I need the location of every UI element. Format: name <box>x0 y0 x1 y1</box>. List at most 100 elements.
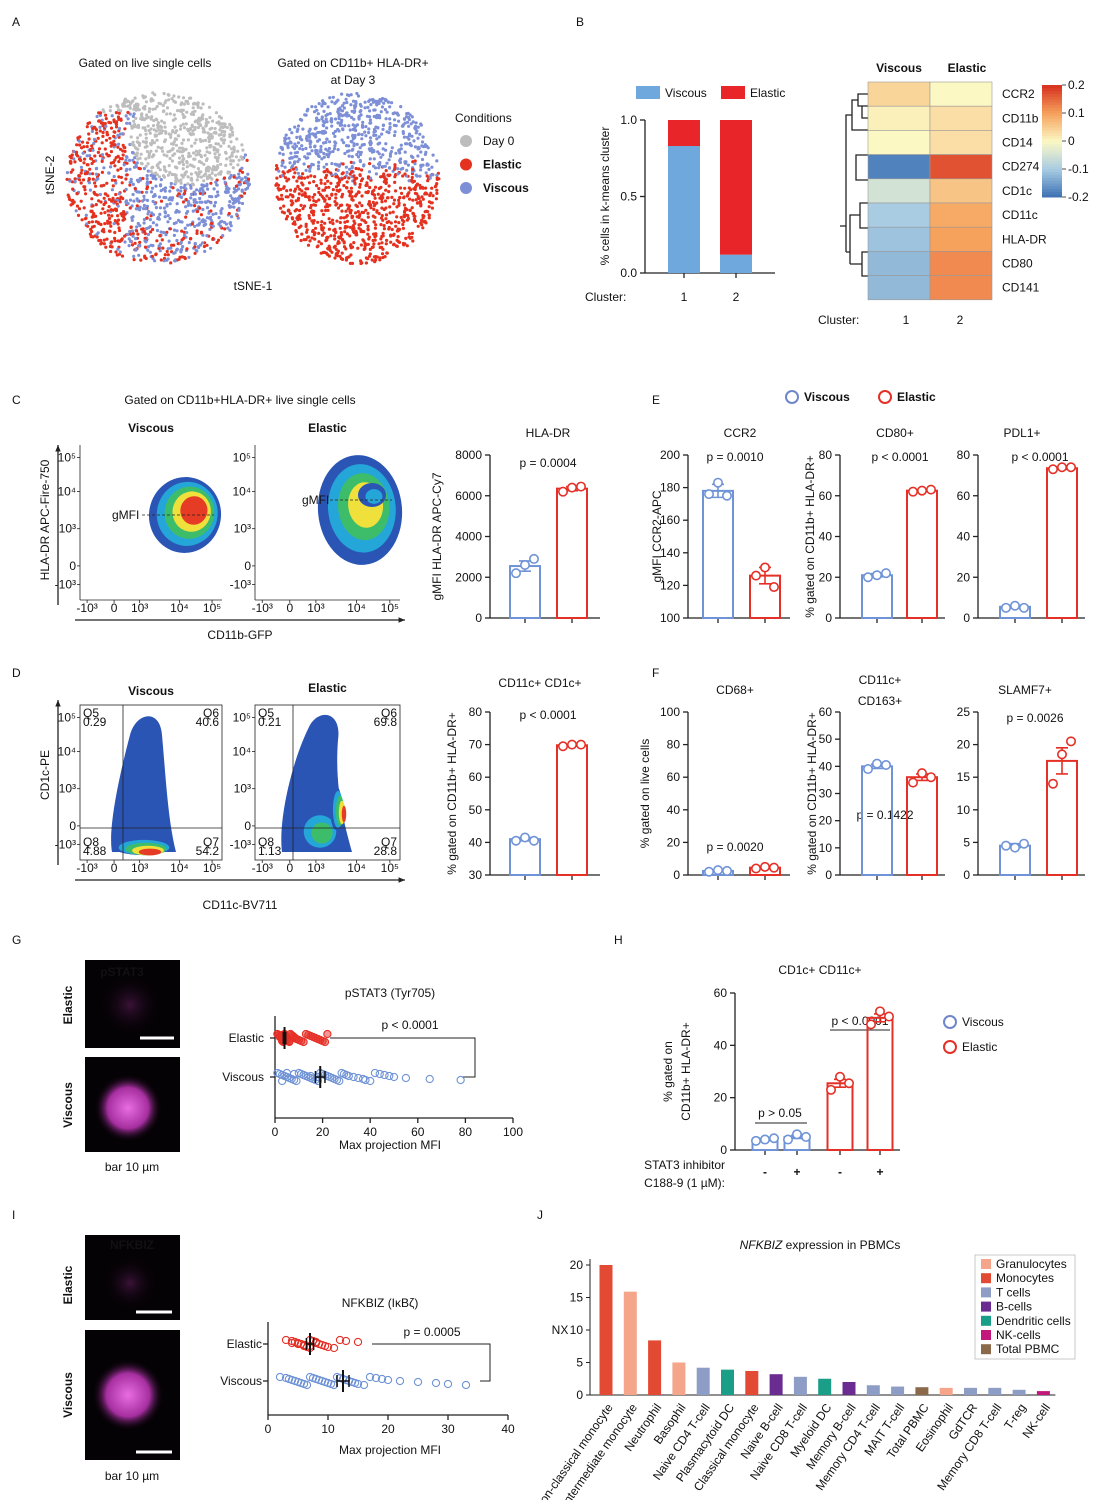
tsne-dot <box>313 193 317 197</box>
tsne-dot <box>320 104 324 108</box>
data-point <box>1000 602 1011 613</box>
data-point <box>791 1129 802 1140</box>
tsne-dot <box>191 102 196 106</box>
tsne-dot <box>358 173 362 177</box>
tsne-dot <box>158 168 162 172</box>
tsne-dot <box>234 184 238 188</box>
tsne-dot <box>105 181 109 185</box>
tsne-dot <box>407 117 411 122</box>
tsne-dot <box>179 108 183 112</box>
tsne-dot <box>146 232 150 237</box>
tsne-dot <box>280 160 284 164</box>
tsne-dot <box>107 197 111 201</box>
x-tick-label: 80 <box>459 1125 473 1139</box>
tsne-dot <box>389 221 393 225</box>
bracket <box>330 1037 476 1078</box>
tsne-dot <box>140 117 144 122</box>
tsne-dot <box>164 233 168 237</box>
tsne-dot <box>413 127 417 131</box>
y-tick-label: 0 <box>576 1388 583 1402</box>
tsne-dot <box>195 209 200 214</box>
tsne-dot <box>114 181 118 185</box>
tsne-dot <box>159 189 163 193</box>
tsne-dot <box>142 203 146 208</box>
tsne-dot <box>302 162 306 166</box>
tsne-dot <box>135 197 139 201</box>
tsne-dot <box>197 170 201 174</box>
legend-marker <box>943 1015 957 1029</box>
data-point <box>575 481 586 492</box>
tsne-dot <box>135 154 139 158</box>
tsne-dot <box>416 224 420 228</box>
tsne-dot <box>398 196 402 200</box>
tsne-dot <box>162 91 166 96</box>
legend-marker <box>785 390 799 404</box>
bar <box>1046 467 1078 619</box>
tsne-dot <box>311 195 315 199</box>
bar <box>964 1387 977 1395</box>
tsne-dot <box>301 172 305 176</box>
axis-label: NX <box>552 1323 569 1337</box>
tsne-dot <box>279 206 283 210</box>
tsne-dot <box>282 204 286 208</box>
colorbar-step <box>1042 143 1062 148</box>
tsne-dot <box>408 141 412 146</box>
tsne-dot <box>181 138 186 142</box>
tsne-dot <box>211 119 215 123</box>
tsne-dot <box>130 142 134 146</box>
tsne-dot <box>157 246 161 250</box>
tsne-dot <box>109 249 113 254</box>
tsne-dot <box>301 147 305 151</box>
tsne-dot <box>69 203 73 207</box>
tsne-dot <box>240 170 245 174</box>
tsne-dot <box>73 179 77 184</box>
arrow-head <box>398 877 405 883</box>
tsne-dot <box>145 174 149 178</box>
tsne-dot <box>145 113 149 117</box>
tsne-dot <box>233 198 237 202</box>
tsne-dot <box>88 172 92 176</box>
y-tick-label: 30 <box>469 868 483 882</box>
tsne-dot <box>109 165 113 169</box>
tsne-dot <box>384 169 388 173</box>
tsne-dot <box>401 174 405 178</box>
tsne-dot <box>204 121 209 125</box>
tsne-dot <box>149 230 153 234</box>
tsne-dot <box>132 199 136 203</box>
tsne-dot <box>113 230 117 235</box>
tsne-dot <box>358 159 362 164</box>
tsne-dot <box>281 152 285 156</box>
x-tick-label: 40 <box>501 1422 515 1436</box>
data-point <box>383 1375 393 1385</box>
tsne-dot <box>237 201 241 205</box>
tsne-dot <box>403 172 407 176</box>
colorbar-label: 0.1 <box>1068 106 1085 120</box>
tsne-dot <box>167 239 171 243</box>
tsne-dot <box>369 103 373 107</box>
tsne-dot <box>93 181 97 185</box>
tsne-dot <box>365 183 369 187</box>
tsne-dot <box>122 210 126 214</box>
y-tick-label: 10 <box>819 841 833 855</box>
tsne-dot <box>332 147 337 151</box>
tsne-dot <box>209 215 213 219</box>
tsne-dot <box>163 253 167 257</box>
tsne-dot <box>82 161 86 165</box>
tsne-dot <box>219 162 223 166</box>
tsne-dot <box>367 200 371 204</box>
tsne-dot <box>156 126 160 130</box>
tsne-dot <box>399 143 403 147</box>
tsne-dot <box>315 108 319 112</box>
tsne-dot <box>351 198 355 202</box>
tsne-dot <box>384 142 388 146</box>
tsne-dot <box>116 199 120 203</box>
tsne-dot <box>324 147 328 151</box>
tsne-dot <box>88 154 92 158</box>
tsne-dot <box>173 137 177 141</box>
tsne-dot <box>403 242 407 246</box>
bar <box>866 1385 880 1395</box>
colorbar-step <box>1042 87 1062 92</box>
tsne-dot <box>197 217 201 221</box>
chart-title: NFKBIZ (IκBζ) <box>342 1296 419 1310</box>
